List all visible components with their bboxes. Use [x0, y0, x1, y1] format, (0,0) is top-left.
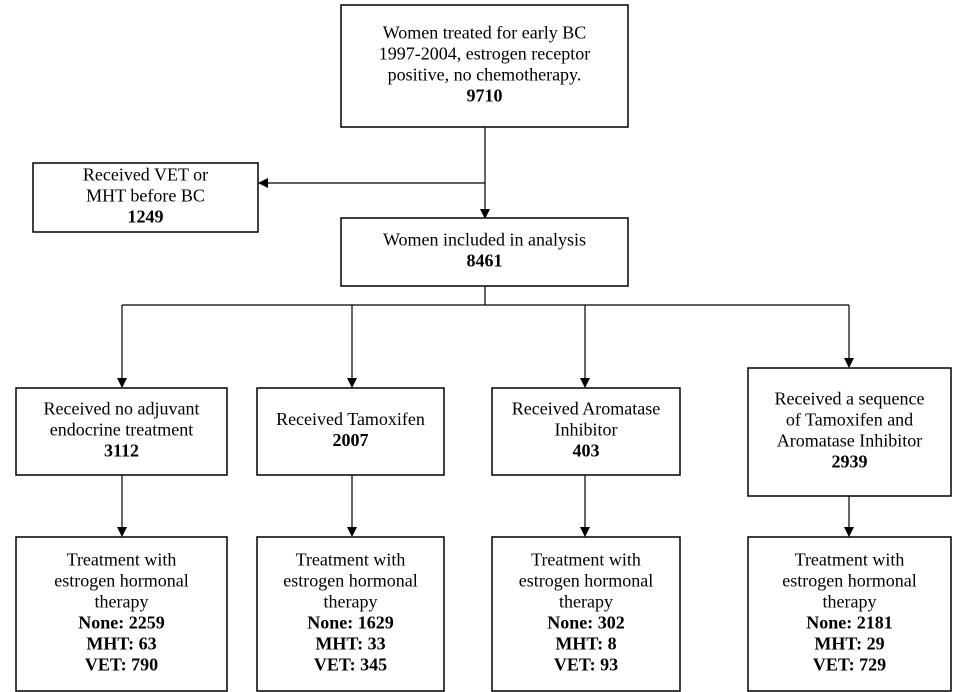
node-label: therapy [324, 592, 378, 612]
node-box [256, 387, 445, 476]
node-count: VET: 345 [314, 655, 387, 675]
node-count: 9710 [467, 86, 503, 106]
node-count: 3112 [104, 441, 139, 461]
node-label: Received Aromatase [512, 399, 660, 419]
node-label: estrogen hormonal [782, 571, 916, 591]
node-label: Women treated for early BC [383, 23, 586, 43]
node-label: MHT before BC [86, 186, 205, 206]
node-box [747, 367, 952, 497]
node-label: Received a sequence [775, 389, 925, 409]
node-label: Treatment with [296, 550, 406, 570]
node-label: therapy [823, 592, 877, 612]
node-label: Received VET or [83, 165, 208, 185]
node-label: Inhibitor [555, 420, 618, 440]
node-box [491, 387, 681, 476]
node-count: None: 302 [547, 613, 625, 633]
node-label: estrogen hormonal [519, 571, 653, 591]
node-count: VET: 729 [813, 655, 886, 675]
node-box [15, 387, 228, 476]
node-label: therapy [559, 592, 613, 612]
node-box [340, 4, 629, 128]
node-box [747, 536, 952, 692]
node-count: MHT: 8 [555, 634, 616, 654]
node-label: of Tamoxifen and [786, 410, 913, 430]
node-box [340, 217, 629, 287]
node-count: None: 2181 [806, 613, 893, 633]
node-label: estrogen hormonal [54, 571, 188, 591]
node-box [491, 536, 681, 692]
node-box [32, 162, 259, 233]
node-box [15, 536, 228, 692]
node-label: Treatment with [67, 550, 177, 570]
node-count: 2007 [333, 430, 369, 450]
node-label: Treatment with [795, 550, 905, 570]
node-count: 403 [573, 441, 600, 461]
node-label: positive, no chemotherapy. [388, 65, 582, 85]
node-label: 1997-2004, estrogen receptor [379, 44, 590, 64]
node-count: None: 1629 [307, 613, 394, 633]
node-label: Received Tamoxifen [276, 409, 425, 429]
node-count: 8461 [467, 251, 503, 271]
node-label: therapy [95, 592, 149, 612]
node-count: MHT: 29 [814, 634, 884, 654]
node-box [256, 536, 445, 692]
connectors [117, 127, 854, 537]
node-count: MHT: 63 [86, 634, 156, 654]
node-label: Women included in analysis [383, 230, 586, 250]
node-count: None: 2259 [78, 613, 165, 633]
node-count: VET: 790 [85, 655, 158, 675]
node-label: Received no adjuvant [44, 399, 200, 419]
node-label: endocrine treatment [50, 420, 193, 440]
node-label: Aromatase Inhibitor [777, 431, 922, 451]
node-count: 1249 [128, 207, 164, 227]
node-count: 2939 [832, 452, 868, 472]
node-label: estrogen hormonal [283, 571, 417, 591]
node-count: VET: 93 [554, 655, 618, 675]
node-count: MHT: 33 [315, 634, 385, 654]
node-label: Treatment with [531, 550, 641, 570]
